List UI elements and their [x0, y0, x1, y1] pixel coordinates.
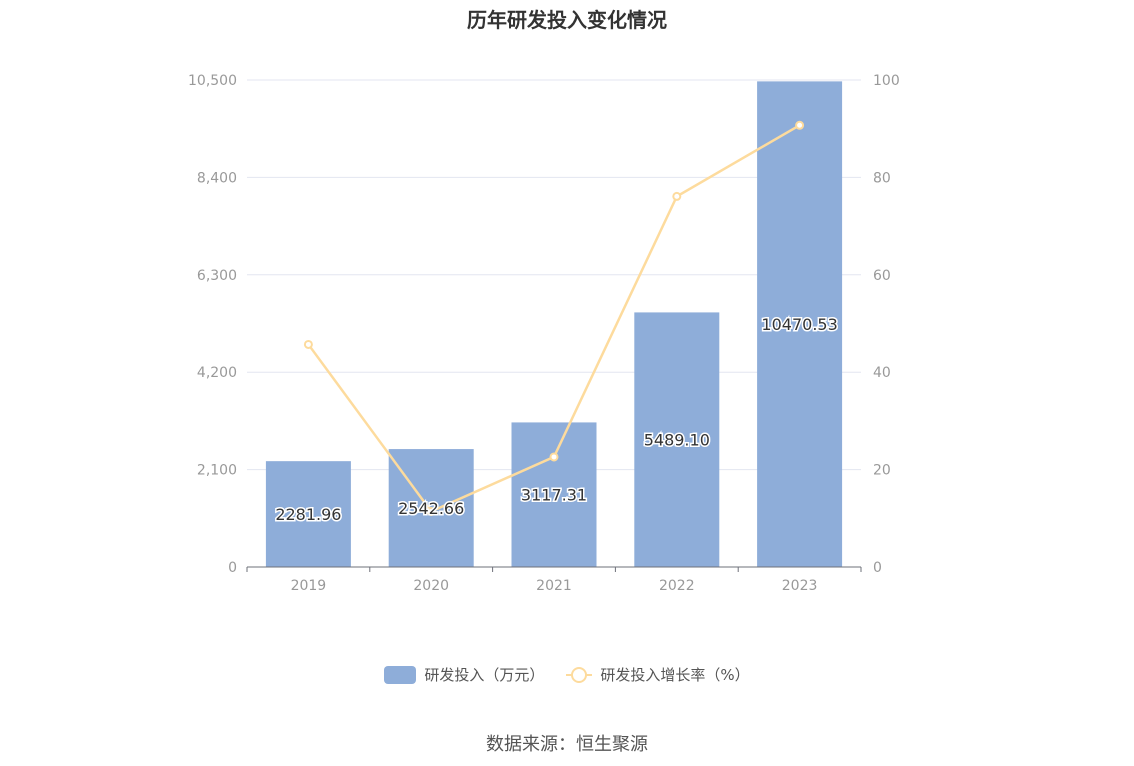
- legend-item-rd-investment[interactable]: 研发投入（万元）: [384, 664, 544, 685]
- y-left-tick-label: 4,200: [197, 365, 237, 381]
- y-right-tick-label: 20: [873, 463, 891, 479]
- legend: 研发投入（万元） 研发投入增长率（%）: [0, 664, 1134, 685]
- legend-label-rd-investment: 研发投入（万元）: [424, 666, 545, 684]
- y-right-tick-label: 40: [873, 365, 891, 381]
- y-right-tick-label: 60: [873, 268, 891, 284]
- x-tick-label: 2020: [413, 578, 449, 594]
- y-right-tick-label: 100: [873, 73, 900, 89]
- legend-bar-swatch: [384, 665, 417, 684]
- y-left-tick-label: 6,300: [197, 268, 237, 284]
- x-tick-label: 2019: [291, 578, 327, 594]
- bar: [634, 312, 720, 567]
- chart-title: 历年研发投入变化情况: [467, 8, 667, 32]
- source-note: 数据来源：恒生聚源: [486, 734, 648, 755]
- y-left-tick-label: 8,400: [197, 170, 237, 186]
- bar-value-label: 10470.53: [761, 315, 837, 334]
- y-left-tick-label: 10,500: [188, 73, 237, 89]
- bar-value-label: 3117.31: [521, 486, 587, 505]
- x-tick-label: 2023: [782, 578, 818, 594]
- x-tick-label: 2021: [536, 578, 572, 594]
- legend-line-swatch: [566, 666, 593, 684]
- bar: [511, 422, 597, 567]
- bar: [265, 461, 351, 567]
- y-right-tick-label: 0: [873, 560, 882, 576]
- growth-rate-point: [672, 191, 682, 201]
- y-left-tick-label: 0: [228, 560, 237, 576]
- bar-value-label: 2542.66: [398, 499, 464, 518]
- y-left-tick-label: 2,100: [197, 463, 237, 479]
- bar: [757, 81, 843, 567]
- bar-value-label: 2281.96: [275, 505, 341, 524]
- growth-rate-point: [426, 506, 436, 516]
- x-tick-label: 2022: [659, 578, 695, 594]
- y-right-tick-label: 80: [873, 170, 891, 186]
- growth-rate-point: [549, 452, 559, 462]
- growth-rate-point: [795, 120, 805, 130]
- bar-value-label: 5489.10: [644, 431, 710, 450]
- growth-rate-point: [303, 339, 313, 349]
- legend-item-growth-rate[interactable]: 研发投入增长率（%）: [566, 664, 750, 685]
- legend-label-growth-rate: 研发投入增长率（%）: [600, 666, 750, 684]
